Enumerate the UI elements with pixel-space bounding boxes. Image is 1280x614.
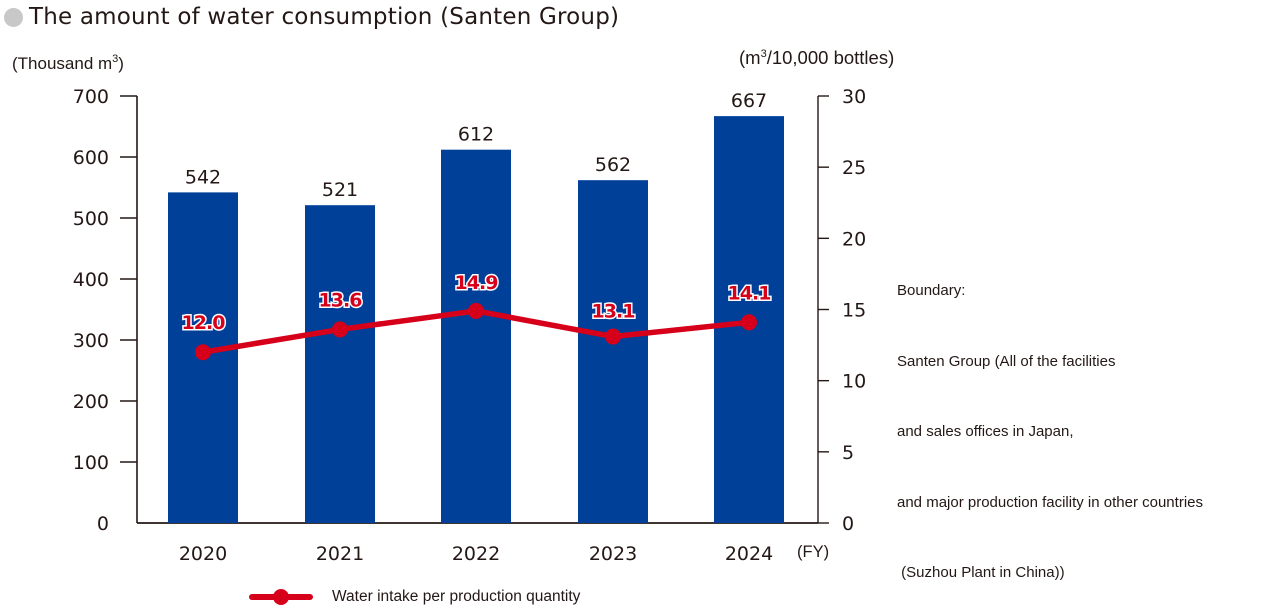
- legend: Water intake per production quantity: [248, 587, 580, 607]
- boundary-note: Boundary: Santen Group (All of the facil…: [897, 232, 1203, 608]
- left-tick-label: 300: [73, 330, 109, 352]
- x-tick-label: 2021: [316, 543, 364, 565]
- x-tick-label: 2022: [452, 543, 500, 565]
- x-axis-unit-label: (FY): [797, 543, 829, 561]
- left-tick-label: 400: [73, 269, 109, 291]
- axes-group: 0 100 200 300 400 500 600 700 0 5 10 15 20 25 30 (Thous…: [12, 47, 894, 565]
- chart-title: The amount of water consumption (Santen …: [29, 4, 620, 30]
- line-value-label: 14.9: [455, 272, 498, 294]
- x-tick-label: 2023: [589, 543, 637, 565]
- bars-group: [168, 116, 784, 523]
- boundary-line: Santen Group (All of the facilities: [897, 352, 1116, 370]
- left-tick-label: 0: [97, 513, 109, 535]
- legend-label: Water intake per production quantity: [332, 588, 581, 605]
- left-tick-label: 100: [73, 452, 109, 474]
- bar-value-label: 667: [731, 90, 767, 112]
- title-bullet-icon: [4, 7, 23, 27]
- right-tick-label: 10: [842, 371, 866, 393]
- line-point: [741, 314, 757, 331]
- boundary-line: and major production facility in other c…: [897, 493, 1203, 511]
- line-value-label: 13.6: [319, 289, 363, 311]
- bar-value-label: 521: [322, 179, 358, 201]
- bar: [441, 149, 511, 523]
- line-value-label: 12.0: [182, 312, 226, 334]
- bar: [578, 180, 648, 523]
- right-tick-label: 30: [842, 86, 866, 108]
- bar-value-label: 562: [595, 154, 631, 176]
- left-tick-label: 500: [73, 208, 109, 230]
- line-value-label: 13.1: [592, 301, 635, 323]
- line-point: [468, 302, 484, 319]
- line-point: [195, 344, 211, 361]
- line-group: [195, 302, 757, 361]
- right-tick-label: 5: [842, 442, 854, 464]
- chart-title-wrap: The amount of water consumption (Santen …: [4, 4, 619, 30]
- x-tick-label: 2020: [179, 543, 227, 565]
- boundary-line: and sales offices in Japan,: [897, 423, 1074, 440]
- left-axis-title: (Thousand m3): [12, 53, 124, 73]
- bar-value-label: 542: [185, 166, 221, 188]
- right-tick-label: 15: [842, 300, 866, 322]
- bar-value-label: 612: [458, 124, 494, 146]
- labels-group: 542 521 612 562 667 12.0 13.6 14.9 13.1 14.1: [180, 90, 773, 336]
- left-tick-label: 600: [73, 147, 109, 169]
- left-tick-label: 700: [73, 86, 109, 108]
- right-axis-title: (m3/10,000 bottles): [739, 47, 894, 68]
- right-tick-label: 0: [842, 513, 854, 535]
- boundary-line: (Suzhou Plant in China)): [897, 564, 1065, 581]
- right-tick-label: 20: [842, 228, 866, 250]
- boundary-line: Boundary:: [897, 282, 966, 299]
- line-point: [332, 321, 348, 338]
- left-tick-label: 200: [73, 391, 109, 413]
- right-tick-label: 25: [842, 157, 866, 179]
- line-value-label: 14.1: [728, 282, 771, 304]
- line-point: [605, 328, 621, 345]
- legend-line-marker-icon: [249, 589, 313, 605]
- x-tick-label: 2024: [725, 543, 773, 565]
- bar: [305, 205, 375, 523]
